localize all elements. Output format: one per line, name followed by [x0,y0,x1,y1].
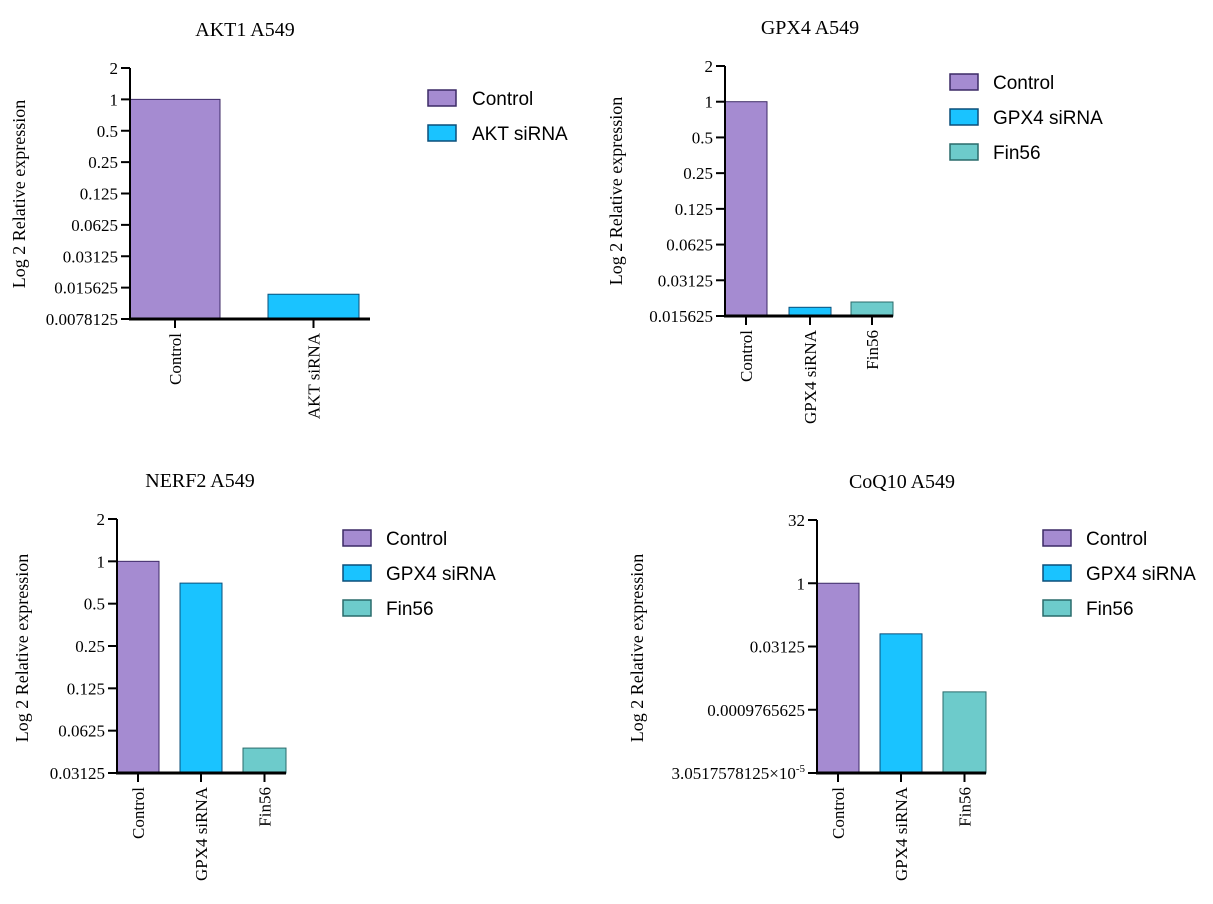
akt1-bar-siRNA [267,293,360,320]
coq10-y-tick-label: 0.03125 [750,638,805,657]
akt1-y-tick-label: 2 [110,59,119,78]
nerf2-bar-control [116,560,160,774]
nerf2-y-tick-label: 0.03125 [50,764,105,783]
coq10-x-tick-label: GPX4 siRNA [892,786,911,881]
coq10-legend-label: Control [1086,529,1147,550]
akt1-y-axis-label: Log 2 Relative expression [9,100,29,288]
gpx4-y-axis-label: Log 2 Relative expression [606,97,626,285]
akt1-y-tick-label: 1 [110,90,119,109]
legend-swatch-icon [949,108,979,126]
gpx4-legend-label: Fin56 [993,143,1041,164]
nerf2-bar-fin56 [242,747,287,774]
akt1-y-tick-label: 0.0625 [71,216,118,235]
nerf2-bar-siRNA [179,582,223,774]
coq10-bar-siRNA [879,633,923,774]
nerf2-y-tick-label: 0.125 [67,679,105,698]
legend-swatch-icon [342,564,372,582]
legend-swatch-icon [342,599,372,617]
nerf2-y-tick-label: 0.5 [84,595,105,614]
coq10-y-tick-label: 0.0009765625 [707,701,805,720]
akt1-y-tick-label: 0.125 [80,185,118,204]
gpx4-y-tick-label: 0.25 [683,164,713,183]
akt1-x-tick-label: AKT siRNA [305,332,324,419]
nerf2-legend-label: Fin56 [386,599,434,620]
gpx4-legend-label: Control [993,73,1054,94]
nerf2-y-tick-label: 2 [97,510,106,529]
gpx4-legend-label: GPX4 siRNA [993,108,1103,129]
akt1-bar-control [129,98,221,320]
legend-swatch-icon [949,73,979,91]
nerf2-y-tick-label: 0.25 [75,637,105,656]
coq10-x-tick-label: Control [829,787,848,839]
coq10-legend-label: Fin56 [1086,599,1134,620]
nerf2-y-axis-label: Log 2 Relative expression [12,554,32,742]
nerf2-title: NERF2 A549 [145,470,254,492]
coq10-title: CoQ10 A549 [849,471,955,493]
coq10-bar-control [816,582,860,774]
gpx4-y-tick-label: 1 [705,93,714,112]
legend-swatch-icon [427,89,457,107]
gpx4-y-tick-label: 0.015625 [649,307,713,326]
legend-swatch-icon [949,143,979,161]
coq10-x-tick-label: Fin56 [956,787,975,827]
legend-swatch-icon [342,529,372,547]
akt1-y-tick-label: 0.0078125 [46,310,118,329]
akt1-y-tick-label: 0.5 [97,122,118,141]
gpx4-x-tick-label: Fin56 [863,330,882,370]
gpx4-y-tick-label: 2 [705,57,714,76]
coq10-y-tick-label: 1 [797,574,806,593]
coq10-bar-fin56 [942,691,987,774]
nerf2-x-tick-label: Control [129,787,148,839]
nerf2-legend-label: Control [386,529,447,550]
legend-swatch-icon [1042,529,1072,547]
akt1-y-tick-label: 0.25 [88,153,118,172]
nerf2-x-tick-label: Fin56 [256,787,275,827]
gpx4-y-tick-label: 0.125 [675,200,713,219]
gpx4-bar-fin56 [850,301,894,317]
coq10-y-tick-label: 32 [788,511,805,530]
gpx4-y-tick-label: 0.0625 [666,236,713,255]
gpx4-y-tick-label: 0.5 [692,128,713,147]
gpx4-x-tick-label: GPX4 siRNA [801,329,820,424]
akt1-legend-label: Control [472,89,533,110]
legend-swatch-icon [427,124,457,142]
akt1-legend-label: AKT siRNA [472,124,568,145]
legend-swatch-icon [1042,564,1072,582]
gpx4-title: GPX4 A549 [761,17,859,39]
nerf2-legend-label: GPX4 siRNA [386,564,496,585]
akt1-x-tick-label: Control [166,333,185,385]
gpx4-x-tick-label: Control [737,330,756,382]
nerf2-y-tick-label: 1 [97,552,106,571]
nerf2-x-tick-label: GPX4 siRNA [192,786,211,881]
akt1-y-tick-label: 0.03125 [63,247,118,266]
akt1-y-tick-label: 0.015625 [54,279,118,298]
gpx4-bar-control [724,101,768,317]
coq10-y-tick-label: 3.0517578125×10-5 [671,763,805,783]
akt1-title: AKT1 A549 [195,19,294,41]
legend-swatch-icon [1042,599,1072,617]
nerf2-y-tick-label: 0.0625 [58,722,105,741]
coq10-legend-label: GPX4 siRNA [1086,564,1196,585]
coq10-y-axis-label: Log 2 Relative expression [627,554,647,742]
gpx4-y-tick-label: 0.03125 [658,271,713,290]
